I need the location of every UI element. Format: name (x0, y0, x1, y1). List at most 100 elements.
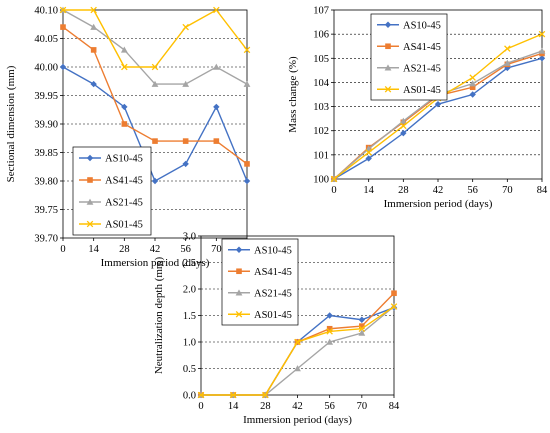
legend-marker (385, 43, 391, 50)
series-as41-45 (60, 24, 250, 167)
data-point-stroke-b (365, 149, 372, 156)
x-tick-label: 0 (198, 401, 203, 412)
data-point (151, 63, 159, 71)
chart-panel-2: 100 101 102 103 104 105 106 107 0 14 28 42 56 70 84 Imm… (287, 6, 548, 211)
y-tick-label: 100 (313, 175, 329, 186)
y-tick-label: 39.70 (34, 234, 58, 245)
legend-box (72, 146, 152, 236)
data-point (197, 391, 205, 399)
x-tick-label: 28 (260, 401, 271, 412)
data-point (400, 122, 407, 130)
data-point-stroke-b (197, 391, 205, 399)
legend-label: AS21-45 (254, 288, 292, 299)
x-tick-label: 42 (150, 244, 161, 255)
x-tick-label: 56 (324, 401, 335, 412)
y-tick-label: 3.0 (183, 232, 196, 243)
data-point (358, 316, 366, 323)
y-tick-label: 40.10 (34, 6, 58, 17)
data-point (90, 6, 97, 14)
data-point-stroke-b (182, 23, 189, 31)
x-axis-title: Immersion period (days) (384, 198, 493, 210)
data-point (326, 338, 334, 345)
legend-label: AS01-45 (403, 85, 441, 96)
legend: AS10-45 AS41-45 AS21-45 AS01-45 (221, 238, 299, 326)
data-point (212, 63, 220, 70)
data-point (229, 391, 237, 399)
data-point (469, 80, 477, 87)
data-point (294, 365, 301, 372)
data-point (213, 6, 220, 14)
x-tick-label: 84 (389, 401, 400, 412)
x-tick-label: 42 (292, 401, 303, 412)
data-point-stroke-b (390, 303, 398, 310)
data-point (120, 46, 128, 53)
data-point (60, 24, 66, 30)
y-axis-title: Mass change (%) (287, 56, 299, 133)
legend-box (221, 238, 299, 326)
y-tick-label: 0.0 (183, 391, 196, 402)
data-point-stroke-b (121, 63, 128, 71)
data-point (538, 47, 546, 54)
data-point (213, 103, 220, 111)
chart-panel-3: 0.0 0.5 1.0 1.5 2.0 2.5 3.0 0 14 28 42 56 70 84 Immers… (153, 232, 400, 427)
y-axis-title: Neutralization depth (mm) (153, 257, 165, 375)
data-point (121, 103, 128, 111)
y-tick-label: 102 (313, 126, 329, 137)
legend-marker (236, 268, 242, 275)
x-tick-label: 14 (88, 244, 99, 255)
data-point (243, 46, 251, 54)
data-point (469, 91, 476, 98)
series-as10-45 (59, 63, 251, 185)
legend-marker (86, 154, 94, 162)
data-point (243, 80, 251, 87)
data-point-stroke-b (59, 6, 67, 14)
data-point-stroke-b (504, 45, 511, 52)
data-point (182, 23, 189, 31)
y-tick-label: 39.75 (34, 205, 58, 216)
y-tick-label: 103 (313, 102, 329, 113)
data-point (59, 6, 67, 14)
y-tick-label: 39.80 (34, 177, 58, 188)
legend-marker (235, 246, 243, 253)
data-point (151, 80, 159, 87)
legend-marker (384, 21, 392, 28)
legend-label: AS01-45 (254, 310, 292, 321)
chart-panel-1: 39.70 39.75 39.80 39.85 39.90 39.95 40.00 40.05… (5, 6, 253, 270)
data-point (151, 177, 159, 185)
y-tick-label: 107 (313, 6, 329, 17)
x-tick-label: 0 (60, 244, 65, 255)
legend-marker (384, 85, 392, 93)
data-point-stroke-b (326, 328, 333, 335)
data-point (121, 121, 128, 127)
data-point (359, 323, 365, 329)
y-tick-label: 106 (313, 30, 329, 41)
data-point (469, 84, 476, 91)
legend-label: AS41-45 (254, 267, 292, 278)
legend-box (370, 13, 448, 101)
data-point (182, 138, 189, 144)
legend-marker (235, 310, 243, 318)
data-point (152, 138, 158, 144)
data-point (213, 138, 220, 144)
x-tick-label: 56 (467, 185, 478, 196)
data-point (182, 80, 190, 87)
data-point-stroke-b (469, 74, 476, 81)
y-tick-label: 39.90 (34, 120, 58, 131)
data-point-stroke-b (538, 30, 546, 38)
legend-marker (86, 220, 94, 228)
y-axis-title: Sectional dimension (mm) (5, 65, 17, 182)
data-point (294, 338, 301, 346)
y-tick-label: 1.5 (183, 311, 196, 322)
legend-marker (384, 64, 392, 71)
data-point (503, 59, 511, 66)
legend-label: AS10-45 (254, 245, 292, 256)
data-point (243, 177, 251, 185)
legend-label: AS21-45 (105, 198, 143, 209)
data-point-stroke-b (400, 122, 407, 130)
x-axis-title: Immersion period (days) (243, 414, 352, 426)
legend-label: AS01-45 (105, 220, 143, 231)
legend-marker (87, 177, 93, 183)
legend-marker-stroke-b (86, 220, 94, 228)
series-as10-45 (330, 55, 546, 183)
